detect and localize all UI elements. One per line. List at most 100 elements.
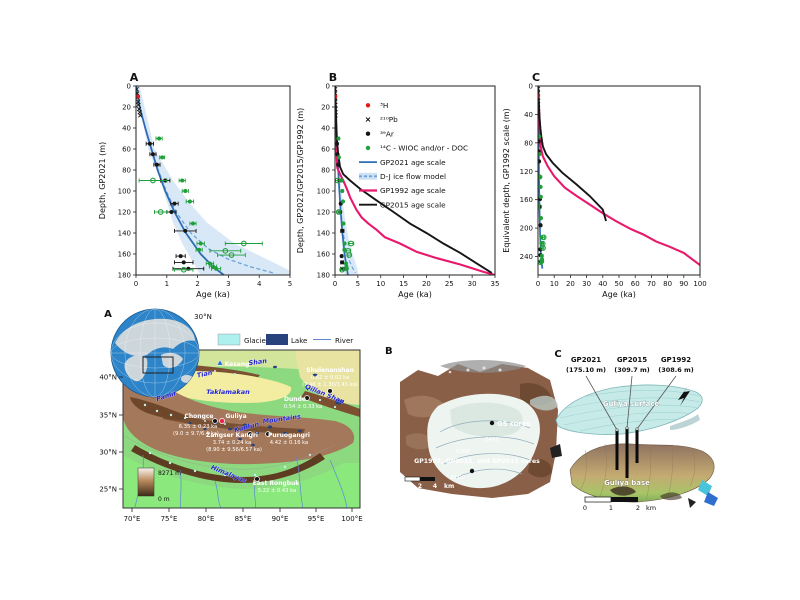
scatter-14C: [155, 136, 222, 271]
site-marker: [212, 418, 218, 424]
terrain-label: 6400: [485, 437, 499, 443]
y-tick-label: 100: [317, 188, 330, 196]
legend-label: ¹⁴C - WIOC and/or - DOC: [380, 144, 468, 153]
plot-area-C: [538, 86, 700, 269]
site-name: Puruogangri: [268, 432, 310, 439]
series-GP1992 age scale: [538, 86, 700, 266]
scalebar-label: 0: [403, 483, 407, 490]
axes-frame: [135, 85, 291, 276]
leader-line: [585, 375, 618, 431]
site-age: 3.74 ± 0.24 ka: [213, 440, 252, 446]
site-name: Kesang: [225, 361, 250, 368]
site-name: East Rongbuk: [253, 480, 301, 487]
x-tick-label: 80: [663, 280, 672, 288]
terrain-label: GS cores: [497, 420, 531, 428]
scatter-14C-open: [335, 177, 355, 273]
map-legend-label: River: [335, 337, 353, 345]
x-tick-label: 40: [598, 280, 607, 288]
core-site-dot: [489, 420, 495, 426]
x-tick-label: 20: [566, 280, 575, 288]
lon-label: 95°E: [308, 515, 325, 523]
y-tick-label: 60: [321, 146, 330, 154]
y-tick-label: 120: [118, 209, 131, 217]
y-tick-label: 140: [118, 230, 131, 238]
scatter-14C-open: [538, 174, 547, 266]
site-age: 0.62 ± 0.02 ka: [311, 375, 350, 381]
x-tick-label: 60: [631, 280, 640, 288]
x-tick-label: 30: [582, 280, 591, 288]
globe-inset: [110, 308, 200, 398]
y-tick-label: 40: [321, 125, 330, 133]
site-name: Zangser Kangri: [206, 432, 258, 439]
legend-label: GP2015 age scale: [380, 200, 446, 209]
lon-label: 70°E: [124, 515, 141, 523]
scatter-14C: [336, 136, 349, 271]
site-marker: [247, 431, 253, 437]
x-tick-label: 1: [165, 280, 169, 288]
guliya-base-mesh: [550, 443, 718, 508]
guliya-surface-label: Guliya surface: [603, 400, 660, 408]
x-tick-label: 5: [356, 280, 360, 288]
site-age: (8.90 ± 9.56/6.57 ka): [206, 447, 262, 453]
lon-label: 80°E: [198, 515, 215, 523]
scalebar-label: 2: [636, 504, 640, 512]
y-tick-label: 0: [529, 83, 533, 91]
panel-label-C-3d: C: [554, 349, 561, 360]
lon-label: 85°E: [235, 515, 252, 523]
chart-age-scales-comparison: 0 5 10 15 20 25 30 35 0 20 40 60 80 100 120 140 160 180 Ag…: [296, 71, 499, 299]
y-tick-label: 60: [122, 146, 131, 154]
core-depth: (175.10 m): [566, 366, 606, 374]
geo-label: Shan: [248, 357, 268, 368]
elevation-colorbar: [137, 467, 155, 497]
geo-label: Taklamakan: [206, 388, 250, 396]
core-name: GP2015: [617, 356, 647, 364]
y-tick-label: 80: [321, 167, 330, 175]
site-name: Guliya: [225, 413, 246, 420]
legend-marker: [365, 103, 371, 108]
lat-label: 35°N: [99, 412, 117, 420]
colorbar-label: 0 m: [158, 496, 170, 503]
x-tick-label: 90: [679, 280, 688, 288]
y-tick-label: 100: [118, 188, 131, 196]
scalebar: [611, 497, 638, 502]
series-GP2015 age scale: [538, 86, 607, 222]
y-tick-label: 160: [118, 251, 131, 259]
y-tick-label: 40: [524, 111, 533, 119]
scalebar: [404, 476, 421, 482]
lat-label: 40°N: [99, 374, 117, 382]
legend-label: ³H: [380, 101, 388, 110]
terrain-label: GP1992, GP2015, and GP2021 cores: [414, 458, 540, 465]
terrain-base: [400, 360, 558, 498]
site-name: Shulenanshan: [306, 367, 354, 374]
plot-area-B: [335, 86, 495, 275]
y-tick-label: 180: [118, 272, 131, 280]
terrain-label: B: [385, 346, 393, 357]
x-tick-label: 30: [468, 280, 477, 288]
legend-marker: [365, 145, 371, 151]
core-site-dot: [469, 468, 475, 474]
site-age: (7.46 ± 1.30/1.45 ka): [302, 382, 358, 388]
geo-label: Tian: [196, 368, 213, 379]
lakes: [188, 365, 343, 447]
x-axis-label: Age (ka): [602, 290, 636, 299]
lat-label: 25°N: [99, 486, 117, 494]
map-terrain: [123, 350, 360, 508]
x-tick-label: 4: [257, 280, 262, 288]
scalebar-label: 4: [433, 483, 437, 490]
site-name: Dunde: [284, 396, 306, 403]
y-tick-label: 120: [520, 168, 533, 176]
site-age: 6.35 ± 0.23 ka: [179, 424, 218, 430]
y-tick-label: 20: [122, 104, 131, 112]
x-axis-label: Age (ka): [196, 290, 230, 299]
x-tick-label: 3: [226, 280, 230, 288]
y-axis-label: Depth, GP2021 (m): [98, 142, 107, 219]
borehole-top: [615, 428, 619, 432]
scalebar: [420, 477, 435, 481]
terrain-3d-panel: B GS cores 6400 6200 GP1992, GP2015, and GP2…: [385, 346, 558, 498]
scalebar-label: 1: [609, 504, 613, 512]
terrain-annotations: B GS cores 6400 6200 GP1992, GP2015, and GP2…: [385, 346, 540, 490]
y-tick-label: 180: [317, 272, 330, 280]
site-age: (9.0 ± 9.7/6.4 ka): [173, 431, 219, 437]
scatter-39Ar: [145, 141, 205, 271]
legend-label: D-J ice flow model: [380, 172, 446, 181]
